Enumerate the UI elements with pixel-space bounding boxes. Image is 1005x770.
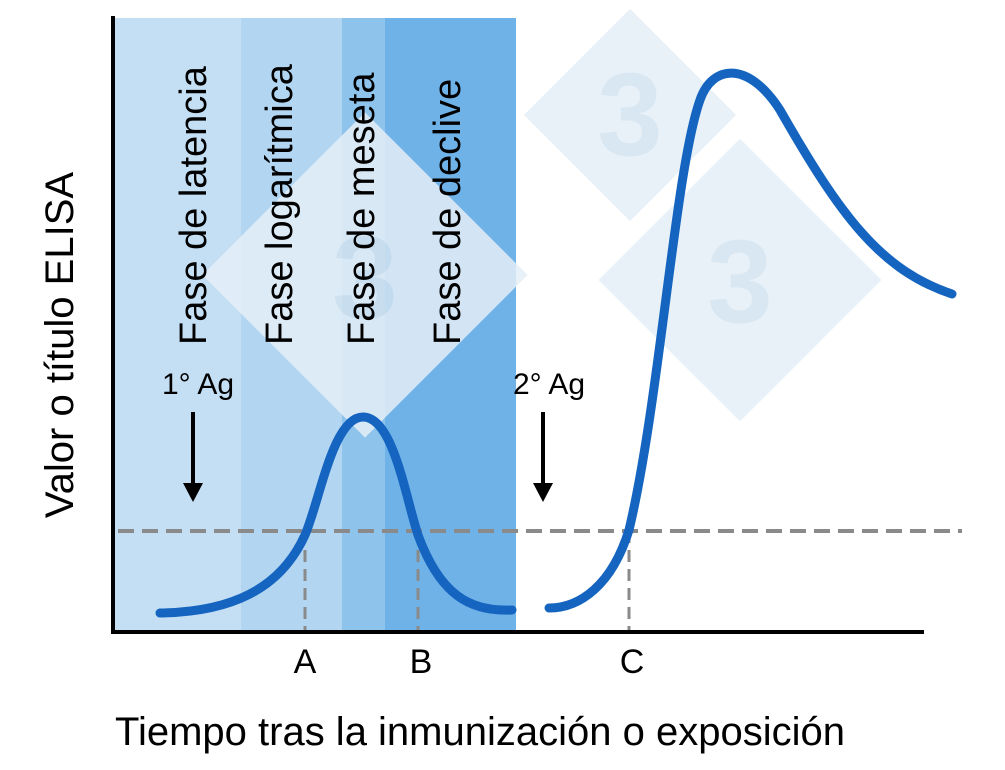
x-axis-title: Tiempo tras la inmunización o exposición <box>115 710 845 754</box>
point-label-c: C <box>620 643 645 681</box>
point-label-b: B <box>410 643 433 681</box>
secondary-antigen-label: 2° Ag <box>513 368 585 401</box>
down-arrow-icon <box>533 412 553 502</box>
phase-label-decline: Fase de declive <box>427 79 469 345</box>
primary-antigen-label: 1° Ag <box>162 368 234 401</box>
secondary-response-curve <box>544 68 957 613</box>
primary-response-curve <box>155 412 517 618</box>
phase-label-plateau: Fase de meseta <box>341 72 383 345</box>
watermark-digit-right: 3 <box>707 216 773 348</box>
y-axis-title: Valor o título ELISA <box>38 172 82 518</box>
phase-label-latency: Fase de latencia <box>173 65 215 345</box>
phase-label-logarithmic: Fase logarítmica <box>259 63 301 345</box>
watermark-digit-top: 3 <box>597 49 663 181</box>
down-arrow-icon <box>183 412 203 502</box>
point-label-a: A <box>294 643 317 681</box>
watermark-digit-left: 3 <box>332 212 398 344</box>
